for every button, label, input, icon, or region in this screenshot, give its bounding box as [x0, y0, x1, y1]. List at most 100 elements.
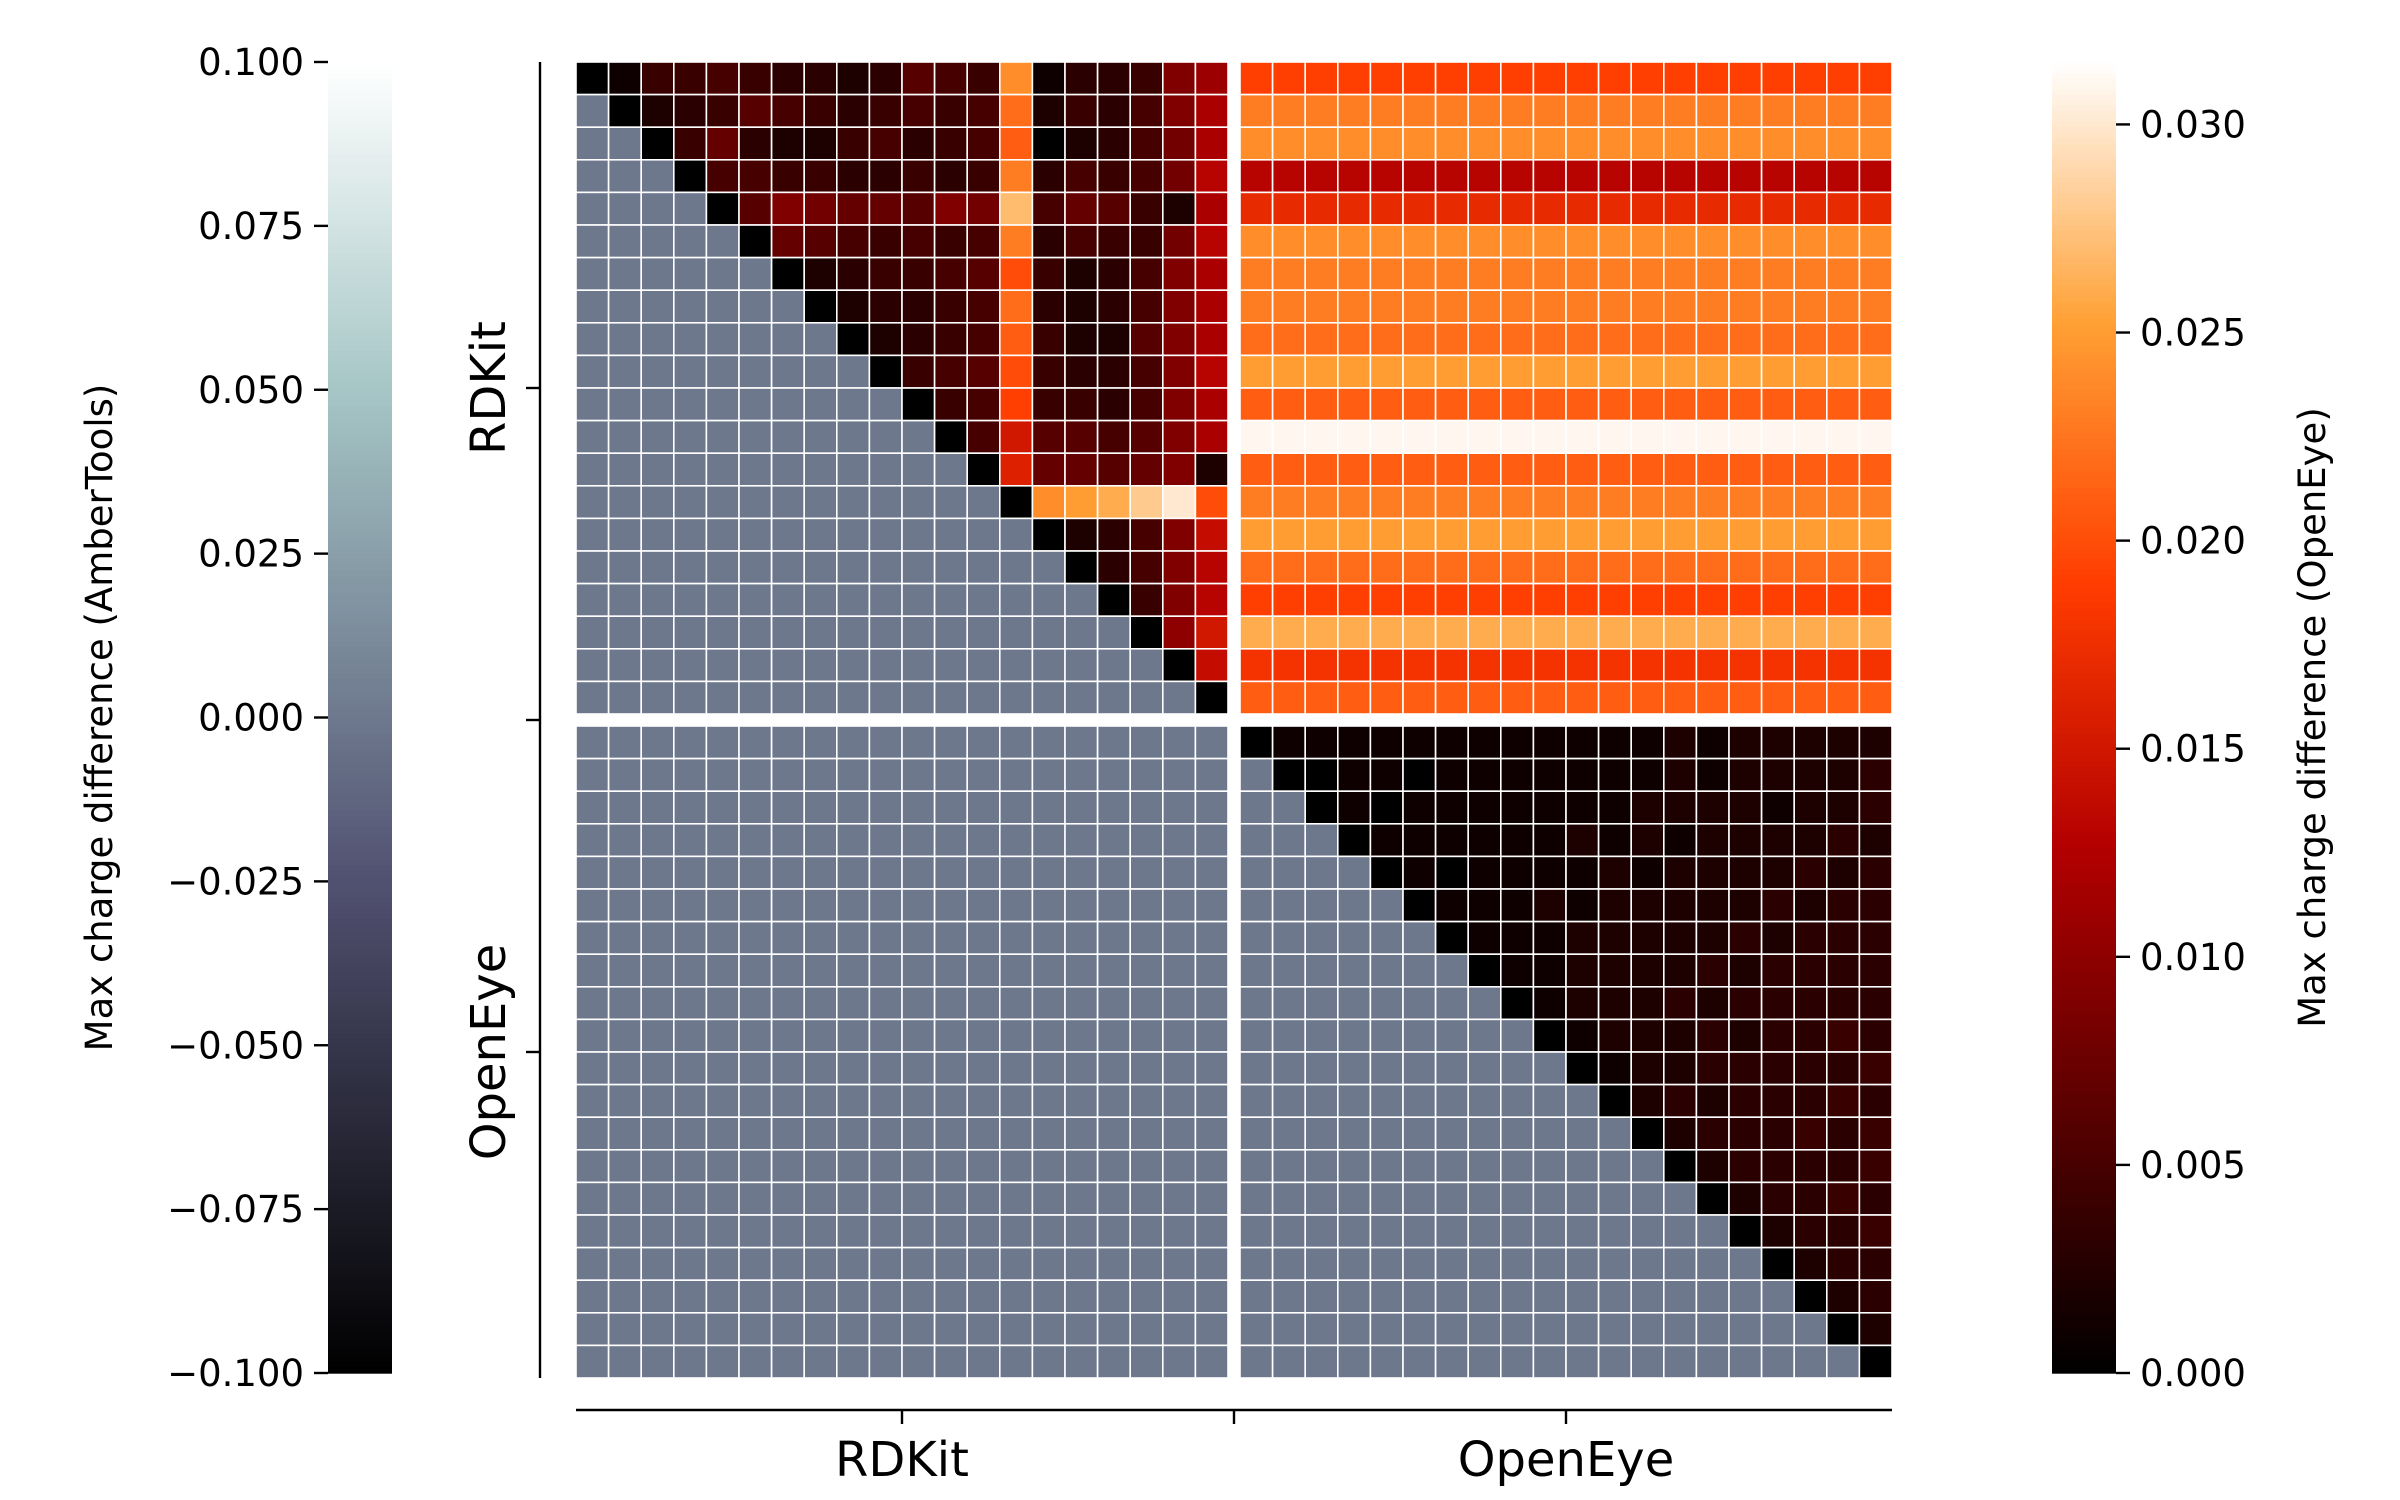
heatmap-cell — [1695, 321, 1730, 357]
heatmap-cell — [1194, 387, 1229, 422]
heatmap-cell — [770, 256, 805, 292]
heatmap-cell — [1031, 517, 1066, 552]
heatmap-cell — [1239, 1181, 1274, 1216]
heatmap-cell — [1434, 93, 1469, 128]
heatmap-cell — [1858, 61, 1893, 96]
heatmap-cell — [607, 1344, 642, 1379]
heatmap-cell — [1337, 985, 1372, 1021]
heatmap-cell — [672, 419, 708, 455]
heatmap-cell — [1500, 953, 1535, 988]
heatmap-cell — [1597, 1149, 1632, 1184]
heatmap-cell — [1369, 1018, 1404, 1053]
heatmap-cell — [738, 1116, 773, 1151]
heatmap-cell — [770, 647, 805, 683]
heatmap-cell — [738, 321, 773, 357]
heatmap-cell — [1728, 647, 1763, 683]
heatmap-cell — [1031, 1149, 1066, 1184]
heatmap-cell — [1096, 354, 1131, 389]
heatmap-cell — [640, 855, 675, 890]
heatmap-cell — [933, 93, 968, 128]
heatmap-cell — [1271, 1051, 1306, 1086]
heatmap-cell — [1129, 1246, 1164, 1281]
heatmap-cell — [705, 953, 740, 988]
heatmap-cell — [738, 256, 773, 292]
heatmap-cell — [1239, 582, 1274, 617]
heatmap-cell — [1826, 757, 1861, 792]
heatmap-cell — [640, 953, 675, 988]
heatmap-cell — [868, 1279, 903, 1314]
heatmap-cell — [1271, 1344, 1306, 1379]
heatmap-cell — [868, 855, 903, 890]
colorbar-label: Max charge difference (AmberTools) — [78, 384, 121, 1052]
heatmap-cell — [1402, 888, 1437, 923]
heatmap-cell — [966, 387, 1001, 422]
heatmap-cell — [1064, 680, 1099, 715]
heatmap-cell — [1239, 289, 1274, 324]
heatmap-cell — [998, 1344, 1034, 1379]
heatmap-cell — [835, 953, 871, 988]
heatmap-cell — [1760, 387, 1795, 422]
heatmap-cell — [1597, 1246, 1632, 1281]
heatmap-cell — [1031, 1116, 1066, 1151]
heatmap-cell — [1663, 680, 1698, 715]
heatmap-cell — [868, 191, 903, 226]
heatmap-cell — [1337, 452, 1372, 487]
heatmap-cell — [1500, 888, 1535, 923]
heatmap-cell — [1500, 757, 1535, 792]
heatmap-cell — [1565, 159, 1600, 194]
heatmap-cell — [1369, 757, 1404, 792]
heatmap-cell — [738, 790, 773, 825]
heatmap-cell — [607, 191, 642, 226]
heatmap-cell — [1728, 1214, 1763, 1249]
heatmap-cell — [575, 1116, 610, 1151]
heatmap-cell — [803, 1149, 838, 1184]
heatmap-cell — [1194, 953, 1229, 988]
heatmap-cell — [998, 256, 1034, 292]
heatmap-cell — [1129, 920, 1164, 955]
heatmap-cell — [1239, 855, 1274, 890]
heatmap-cell — [1663, 1051, 1698, 1086]
heatmap-cell — [1597, 888, 1632, 923]
heatmap-cell — [705, 647, 740, 683]
heatmap-cell — [835, 452, 871, 487]
heatmap-cell — [1500, 159, 1535, 194]
heatmap-cell — [1434, 1279, 1469, 1314]
heatmap-cell — [575, 61, 610, 96]
heatmap-cell — [1337, 1312, 1372, 1347]
heatmap-cell — [1597, 1312, 1632, 1347]
heatmap-cell — [1402, 289, 1437, 324]
heatmap-cell — [1096, 888, 1131, 923]
heatmap-cell — [1369, 822, 1404, 858]
heatmap-cell — [1271, 1018, 1306, 1053]
heatmap-cell — [1031, 855, 1066, 890]
heatmap-cell — [1239, 93, 1274, 128]
heatmap-cell — [933, 953, 968, 988]
row-group-label: OpenEye — [461, 944, 517, 1160]
heatmap-cell — [966, 855, 1001, 890]
heatmap-cell — [1663, 387, 1698, 422]
heatmap-cell — [738, 1181, 773, 1216]
heatmap-cell — [705, 1051, 740, 1086]
heatmap-cell — [1239, 1344, 1274, 1379]
heatmap-cell — [1162, 1312, 1197, 1347]
heatmap-cell — [1239, 1018, 1274, 1053]
heatmap-cell — [1630, 582, 1665, 617]
heatmap-cell — [1467, 790, 1502, 825]
heatmap-cell — [1304, 855, 1339, 890]
heatmap-cell — [1031, 289, 1066, 324]
heatmap-cell — [1760, 985, 1795, 1021]
heatmap-cell — [1031, 1214, 1066, 1249]
heatmap-cell — [770, 419, 805, 455]
heatmap-cell — [1064, 725, 1099, 760]
heatmap-cell — [1630, 517, 1665, 552]
heatmap-cell — [1064, 159, 1099, 194]
heatmap-cell — [933, 822, 968, 858]
heatmap-cell — [998, 93, 1034, 128]
heatmap-cell — [1500, 419, 1535, 455]
heatmap-cell — [1728, 1051, 1763, 1086]
heatmap-cell — [1031, 920, 1066, 955]
heatmap-cell — [738, 1051, 773, 1086]
heatmap-cell — [1239, 1051, 1274, 1086]
heatmap-cell — [1663, 615, 1698, 650]
heatmap-cell — [1239, 1149, 1274, 1184]
